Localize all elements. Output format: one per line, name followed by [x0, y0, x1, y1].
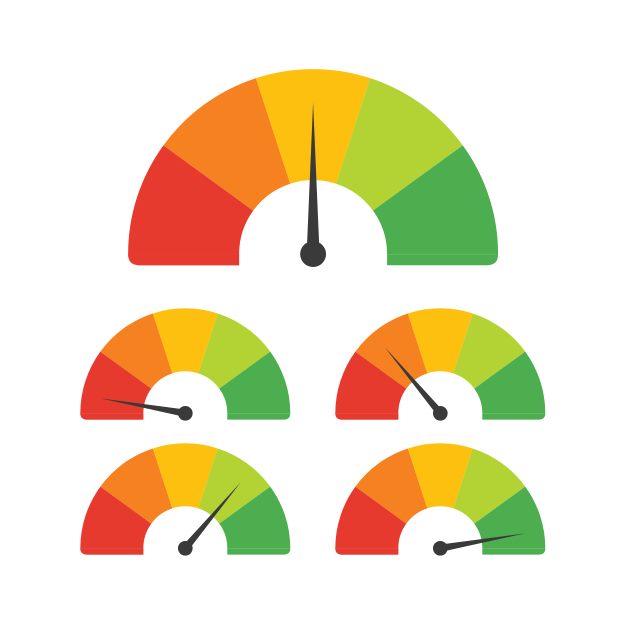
- gauge-small-right-1-wrap: [327, 300, 554, 434]
- gauge-small-left-1: [72, 300, 299, 429]
- end-tab-left: [335, 548, 398, 554]
- needle-hub: [433, 406, 448, 421]
- needle-hub: [178, 406, 193, 421]
- end-tab-right: [482, 413, 545, 419]
- needle-hub: [178, 541, 193, 556]
- gauge-main-wrap: [115, 56, 511, 280]
- end-tab-right: [387, 254, 498, 265]
- end-tab-left: [80, 548, 143, 554]
- gauge-main: [115, 56, 511, 275]
- end-tab-right: [227, 413, 290, 419]
- needle-hub: [433, 541, 448, 556]
- end-tab-left: [128, 254, 239, 265]
- gauge-small-right-2-wrap: [327, 435, 554, 569]
- gauge-small-right-2: [327, 435, 554, 564]
- gauge-small-left-1-wrap: [72, 300, 299, 434]
- end-tab-left: [335, 413, 398, 419]
- end-tab-right: [482, 548, 545, 554]
- gauge-small-right-1: [327, 300, 554, 429]
- needle-hub: [300, 241, 326, 267]
- end-tab-left: [80, 413, 143, 419]
- gauge-small-left-2: [72, 435, 299, 564]
- gauge-small-left-2-wrap: [72, 435, 299, 569]
- end-tab-right: [227, 548, 290, 554]
